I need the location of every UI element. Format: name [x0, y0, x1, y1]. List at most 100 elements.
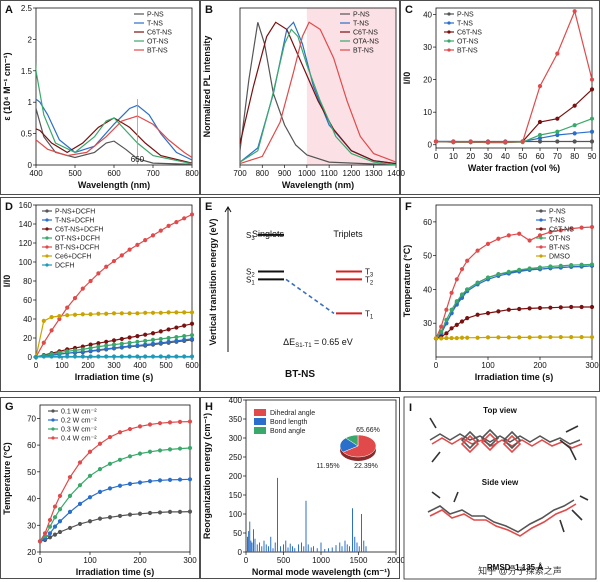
- data-point-0-1-w-cm: [77, 521, 83, 527]
- level-sub: 3: [370, 273, 374, 279]
- y-tick-label: 150: [229, 491, 243, 500]
- data-point-dmso: [527, 335, 532, 340]
- data-point-t-ns-dcfh: [119, 344, 124, 350]
- data-point-0-3-w-cm: [67, 493, 73, 498]
- series-line-bt-ns: [435, 9, 593, 143]
- data-point-0-3-w-cm: [137, 451, 143, 456]
- series-line-c6t-ns: [239, 21, 397, 165]
- data-point-ot-ns: [506, 269, 511, 274]
- data-point-dcfh: [96, 354, 101, 359]
- triplet-level-label: T3: [365, 268, 374, 279]
- data-point-bt-ns-dcfh: [80, 286, 85, 291]
- panel-letter-e: E: [205, 201, 212, 213]
- data-point-0-3-w-cm: [147, 449, 153, 454]
- legend-marker: [45, 236, 49, 240]
- singlet-level-label: S2: [246, 268, 255, 279]
- data-point-0-1-w-cm: [57, 529, 63, 535]
- data-point-c6t-ns: [589, 87, 595, 92]
- data-point-0-4-w-cm: [137, 424, 143, 429]
- x-tick-label: 300: [585, 361, 599, 370]
- data-point-0-1-w-cm: [117, 513, 123, 519]
- data-point-ot-ns: [537, 265, 543, 270]
- x-tick-label: 700: [233, 169, 247, 178]
- data-point-bt-ns: [517, 231, 522, 236]
- data-point-dcfh: [174, 354, 179, 359]
- data-point-bt-ns: [555, 51, 560, 56]
- data-point-dmso: [589, 334, 595, 340]
- legend-label: DCFH: [55, 263, 74, 270]
- data-point-c6t-ns-dcfh: [182, 323, 187, 328]
- level-base: S: [246, 268, 251, 277]
- data-point-bt-ns: [506, 233, 511, 238]
- x-tick-label: 0: [434, 152, 439, 161]
- series-line-c6t-ns: [435, 88, 593, 144]
- legend-label: BT-NS: [549, 245, 570, 252]
- pie-legend-swatch: [254, 427, 266, 434]
- y-tick-label: 2: [28, 35, 33, 44]
- x-tick-label: 2000: [387, 556, 405, 565]
- data-point-c6t-ns: [444, 331, 449, 336]
- legend-marker: [447, 48, 451, 52]
- data-point-ot-ns: [459, 292, 465, 297]
- x-axis-title: Irradiation time (s): [76, 567, 155, 577]
- panel-letter-d: D: [5, 201, 13, 213]
- x-tick-label: 800: [185, 169, 199, 178]
- level-base: T: [365, 275, 370, 284]
- y-tick-label: 50: [423, 252, 432, 261]
- gap-subscript: S1-T1: [295, 343, 312, 349]
- data-point-t-ns-dcfh: [174, 338, 179, 343]
- data-point-0-4-w-cm: [42, 531, 48, 536]
- data-point-dcfh: [33, 354, 39, 360]
- data-point-bt-ns-dcfh: [174, 220, 179, 225]
- data-point-t-ns-dcfh: [189, 336, 195, 342]
- data-point-dmso: [548, 334, 553, 340]
- x-tick-label: 30: [484, 152, 493, 161]
- legend-label: BT-NS: [147, 48, 168, 55]
- y-axis-title: I/I0: [402, 72, 412, 85]
- y-tick-label: 300: [229, 434, 243, 443]
- y-tick-label: 20: [27, 548, 36, 557]
- x-tick-label: 1200: [343, 169, 361, 178]
- data-point-ot-ns-dcfh: [182, 334, 187, 339]
- data-point-ce6-dcfh: [72, 312, 78, 317]
- data-point-p-ns: [589, 139, 595, 144]
- data-point-0-2-w-cm: [47, 531, 53, 536]
- energy-axis-arrow: [224, 206, 232, 213]
- panel-c: 0 10 20 30 40 50 60 70 80 90 0 10 20 30 40 Water fracti…: [400, 0, 600, 195]
- x-tick-label: 50: [518, 152, 527, 161]
- data-point-bt-ns: [537, 84, 543, 89]
- data-point-0-4-w-cm: [87, 449, 93, 454]
- data-point-dmso: [459, 335, 465, 340]
- series-line-p-ns: [239, 22, 397, 166]
- data-point-dmso: [433, 336, 439, 341]
- data-point-ot-ns: [475, 280, 480, 285]
- legend-marker: [539, 227, 543, 231]
- data-point-bt-ns: [548, 229, 553, 235]
- data-point-0-3-w-cm: [107, 461, 113, 466]
- pie-legend-label: Dihedral angle: [270, 410, 315, 417]
- data-point-0-4-w-cm: [67, 475, 73, 480]
- series-line-0-1-w-cm: [39, 511, 191, 542]
- legend-label: BT-NS: [457, 48, 478, 55]
- data-point-c6t-ns: [537, 119, 543, 125]
- legend-label: P-NS: [147, 12, 164, 19]
- data-point-ot-ns-dcfh: [111, 342, 117, 347]
- data-point-ce6-dcfh: [166, 310, 171, 315]
- data-point-0-1-w-cm: [147, 510, 153, 516]
- data-point-0-1-w-cm: [97, 516, 103, 521]
- x-axis-title: Irradiation time (s): [475, 372, 554, 382]
- data-point-0-1-w-cm: [107, 515, 113, 520]
- triplets-header: Triplets: [333, 229, 363, 239]
- series-line-t-ns: [436, 131, 593, 143]
- data-point-bt-ns: [485, 241, 491, 246]
- plot-area-b: [239, 7, 397, 166]
- y-tick-label: 20: [423, 76, 432, 85]
- series-line-c6t-ns: [435, 306, 592, 339]
- data-point-c6t-ns: [555, 116, 560, 121]
- rmsd-label: RMSD=1.135 Å: [487, 563, 543, 572]
- data-point-0-2-w-cm: [127, 481, 133, 486]
- data-point-ot-ns-dcfh: [72, 348, 78, 353]
- y-tick-label: 60: [23, 296, 32, 305]
- data-point-bt-ns: [449, 290, 454, 295]
- data-point-0-3-w-cm: [52, 515, 58, 520]
